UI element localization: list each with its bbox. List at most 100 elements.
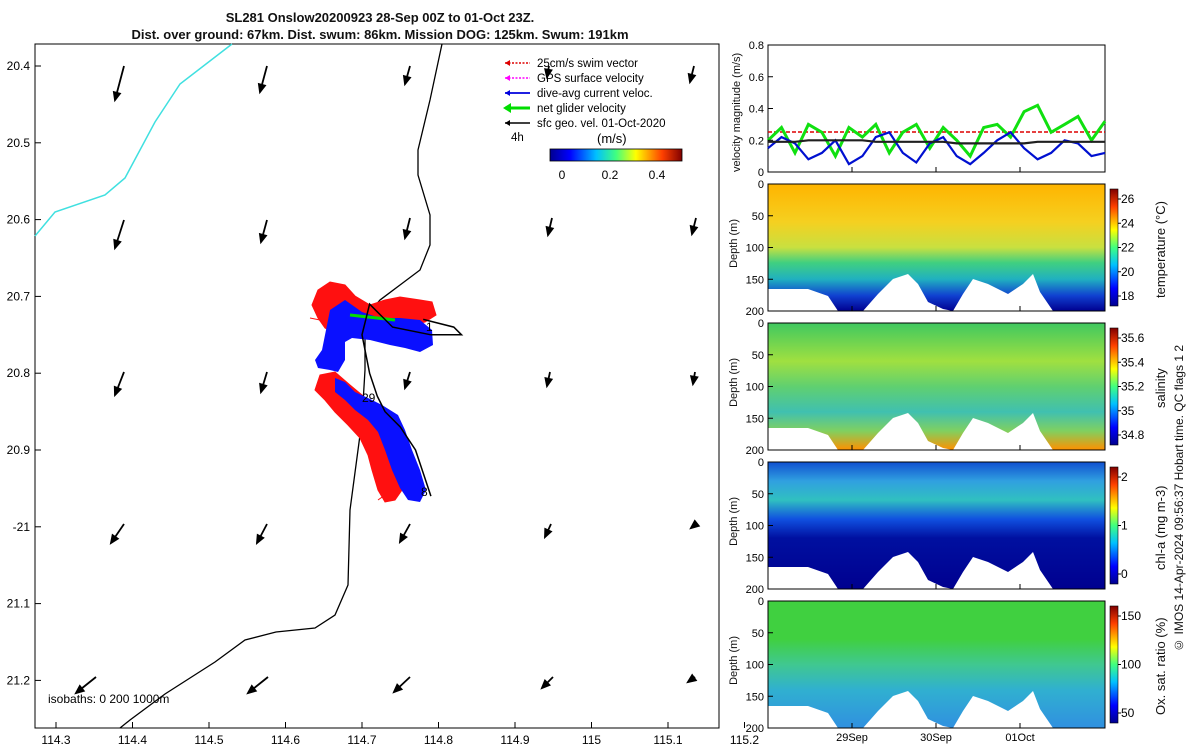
section-colorbar bbox=[1109, 466, 1119, 585]
section-temp: 0 50 100 150 200 26 24 22 20 18 bbox=[746, 179, 1135, 318]
section-sal: 0 50 100 150 200 35.6 35.4 35.2 35 34.8 bbox=[746, 318, 1145, 457]
section-field bbox=[768, 462, 1105, 589]
velocity-y-tick-label: 0.2 bbox=[749, 135, 764, 147]
current-arrowhead bbox=[545, 225, 555, 238]
svg-text:0: 0 bbox=[559, 168, 566, 182]
map-y-tick-label: -21 bbox=[13, 520, 31, 534]
map-x-tick-label: 115 bbox=[582, 733, 601, 747]
section-colorbar-label: salinity bbox=[1153, 368, 1168, 409]
current-arrowhead bbox=[246, 684, 258, 695]
current-arrowhead bbox=[686, 673, 698, 684]
map-x-tick-label: 114.3 bbox=[41, 733, 70, 747]
current-arrowhead bbox=[689, 224, 699, 237]
colorbar-tick-label: 35 bbox=[1121, 404, 1135, 418]
colorbar-tick-label: 0 bbox=[1121, 567, 1128, 581]
map-panel: 1 29 8 114.3 114.4 114.5 114.6 114.7 114.8 114… bbox=[7, 43, 759, 747]
time-tick-label: 30Sep bbox=[920, 732, 952, 744]
colorbar-tick-label: 35.4 bbox=[1121, 355, 1145, 369]
figure-title-line1: SL281 Onslow20200923 28-Sep 00Z to 01-Oc… bbox=[225, 10, 535, 25]
colorbar-tick-label: 1 bbox=[1121, 519, 1128, 533]
depth-tick-label: 200 bbox=[746, 584, 764, 596]
depth-tick-label: 0 bbox=[758, 318, 764, 330]
colorbar-tick-label: 34.8 bbox=[1121, 428, 1145, 442]
map-x-tick-label: 114.4 bbox=[118, 733, 147, 747]
map-x-tick-label: 114.5 bbox=[194, 733, 223, 747]
section-panels: 050100150200262422201805010015020035.635… bbox=[746, 179, 1145, 735]
current-arrowhead bbox=[113, 238, 122, 251]
map-x-tick-label: 114.6 bbox=[271, 733, 300, 747]
map-y-tick-label: 20.6 bbox=[7, 213, 31, 227]
map-x-tick-label: 114.8 bbox=[424, 733, 453, 747]
track-label-8: 8 bbox=[421, 485, 428, 499]
colorbar-tick-label: 20 bbox=[1121, 265, 1135, 279]
current-arrowhead bbox=[402, 74, 412, 87]
colorbar-tick-label: 100 bbox=[1121, 658, 1141, 672]
velocity-series-line bbox=[766, 103, 1107, 160]
section-colorbar bbox=[1109, 605, 1119, 724]
current-arrowhead bbox=[255, 533, 265, 546]
velocity-axes-box bbox=[767, 44, 1106, 173]
section-depth-label: Depth (m) bbox=[728, 358, 740, 407]
map-y-tick-label: 20.8 bbox=[7, 366, 31, 380]
current-arrowhead bbox=[113, 385, 123, 398]
velocity-y-ticks: 0 0.2 0.4 0.6 0.8 bbox=[749, 40, 773, 179]
svg-text:sfc geo. vel. 01-Oct-2020: sfc geo. vel. 01-Oct-2020 bbox=[537, 118, 665, 130]
imos-footer: © IMOS 14-Apr-2024 09:56:37 Hobart time.… bbox=[1172, 345, 1186, 652]
section-depth-label: Depth (m) bbox=[728, 219, 740, 268]
section-colorbar-label: temperature (°C) bbox=[1153, 201, 1168, 298]
velocity-y-tick-label: 0 bbox=[758, 167, 764, 179]
section-depth-label: Depth (m) bbox=[728, 497, 740, 546]
svg-text:GPS surface velocity: GPS surface velocity bbox=[537, 73, 644, 85]
current-arrowhead bbox=[392, 683, 404, 694]
colorbar-tick-label: 22 bbox=[1121, 241, 1135, 255]
svg-text:0.2: 0.2 bbox=[602, 168, 619, 182]
colorbar-unit: (m/s) bbox=[597, 131, 627, 146]
section-colorbar bbox=[1109, 188, 1119, 307]
velocity-y-tick-label: 0.6 bbox=[749, 72, 764, 84]
colorbar-tick-label: 35.6 bbox=[1121, 331, 1145, 345]
depth-tick-label: 100 bbox=[746, 243, 764, 255]
current-arrowhead bbox=[258, 232, 268, 245]
legend-gps-surface-velocity: GPS surface velocity bbox=[505, 73, 644, 85]
glider-track bbox=[361, 302, 464, 497]
section-oxy: 0 50 100 150 200 150 100 50 bbox=[746, 596, 1142, 735]
map-y-tick-label: 20.7 bbox=[7, 289, 31, 303]
colorbar-tick-label: 2 bbox=[1121, 470, 1128, 484]
time-tick-label: 01Oct bbox=[1005, 732, 1034, 744]
current-arrowhead bbox=[259, 382, 268, 395]
current-arrowhead bbox=[687, 72, 697, 85]
depth-tick-label: 100 bbox=[746, 660, 764, 672]
legend-sfc-geo-velocity: sfc geo. vel. 01-Oct-2020 bbox=[505, 118, 665, 130]
time-tick-label: 29Sep bbox=[836, 732, 868, 744]
svg-text:dive-avg current veloc.: dive-avg current veloc. bbox=[537, 88, 653, 100]
current-arrowhead bbox=[109, 533, 120, 545]
depth-tick-label: 150 bbox=[746, 552, 764, 564]
depth-tick-label: 50 bbox=[752, 628, 764, 640]
map-x-tick-label: 115.1 bbox=[653, 733, 682, 747]
map-x-tick-label: 115.2 bbox=[730, 733, 759, 747]
velocity-ylabel: velocity magnitude (m/s) bbox=[731, 52, 743, 173]
section-colorbar bbox=[1109, 327, 1119, 446]
section-field bbox=[768, 323, 1105, 450]
map-x-tick-label: 114.7 bbox=[347, 733, 376, 747]
svg-text:net glider velocity: net glider velocity bbox=[537, 103, 626, 115]
legend-4h: 4h bbox=[511, 132, 524, 144]
current-arrowhead bbox=[544, 68, 553, 80]
depth-tick-label: 0 bbox=[758, 457, 764, 469]
map-y-tick-label: 20.9 bbox=[7, 443, 31, 457]
velocity-series-line bbox=[768, 139, 1105, 145]
dive-avg-current-cloud bbox=[315, 300, 433, 502]
current-arrowhead bbox=[112, 90, 122, 103]
map-legend: 25cm/s swim vector GPS surface velocity … bbox=[503, 58, 665, 144]
section-depth-label: Depth (m) bbox=[728, 636, 740, 685]
coastline bbox=[34, 43, 233, 237]
depth-tick-label: 150 bbox=[746, 413, 764, 425]
colorbar-tick-label: 26 bbox=[1121, 192, 1135, 206]
map-x-tick-label: 114.9 bbox=[500, 733, 529, 747]
velocity-series-line bbox=[767, 130, 1106, 166]
legend-swim-vector: 25cm/s swim vector bbox=[505, 58, 638, 70]
current-arrowhead bbox=[74, 684, 86, 695]
depth-tick-label: 50 bbox=[752, 211, 764, 223]
current-arrowhead bbox=[257, 82, 267, 95]
track-label-1: 1 bbox=[426, 320, 433, 334]
